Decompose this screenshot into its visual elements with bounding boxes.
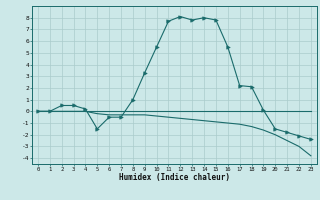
X-axis label: Humidex (Indice chaleur): Humidex (Indice chaleur) [119, 173, 230, 182]
